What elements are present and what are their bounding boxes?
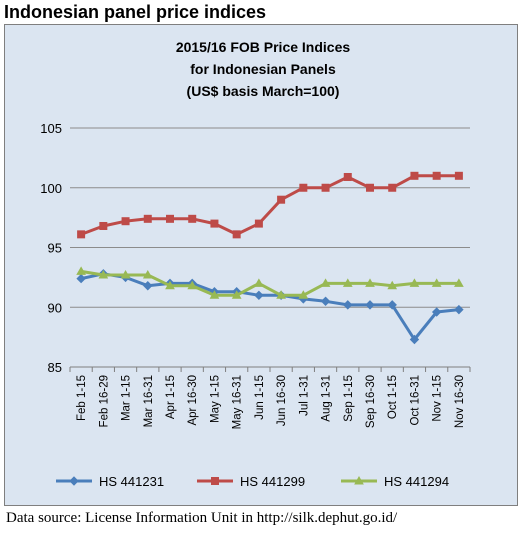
data-point xyxy=(410,171,419,180)
data-point xyxy=(187,280,198,290)
page-title: Indonesian panel price indices xyxy=(4,2,267,22)
data-point xyxy=(276,290,286,299)
x-tick-label: Mar 1-15 xyxy=(121,375,133,421)
data-point xyxy=(321,183,330,192)
chart-title-line: for Indonesian Panels xyxy=(190,61,336,77)
data-point xyxy=(432,171,441,180)
data-point xyxy=(454,304,464,315)
x-tick-label: Aug 1-31 xyxy=(321,375,333,422)
x-tick-label: Sep 1-15 xyxy=(343,375,355,422)
data-point xyxy=(143,281,153,291)
data-point xyxy=(211,477,219,485)
series-line xyxy=(80,272,460,341)
data-point xyxy=(121,217,130,226)
data-point xyxy=(299,183,308,192)
chart-title-line: (US$ basis March=100) xyxy=(187,83,340,99)
x-tick-label: Mar 16-31 xyxy=(143,375,155,427)
series-line xyxy=(80,174,459,236)
data-point xyxy=(277,195,286,204)
data-point xyxy=(298,290,309,299)
data-point xyxy=(320,278,331,287)
data-point xyxy=(69,476,79,486)
data-point xyxy=(320,296,331,306)
data-point xyxy=(254,290,264,301)
data-point xyxy=(388,183,397,192)
legend-label: HS 441231 xyxy=(99,474,164,489)
data-point xyxy=(165,280,175,290)
data-point xyxy=(232,230,241,239)
data-point xyxy=(365,300,375,310)
x-tick-label: Feb 1-15 xyxy=(76,375,88,421)
legend-label: HS 441299 xyxy=(240,474,305,489)
x-tick-label: Feb 16-29 xyxy=(98,375,110,427)
data-point xyxy=(188,214,197,223)
y-tick-label: 90 xyxy=(48,300,62,315)
x-tick-label: Nov 1-15 xyxy=(432,375,444,422)
data-point xyxy=(431,278,442,287)
data-point xyxy=(343,172,352,181)
x-tick-label: Oct 1-15 xyxy=(387,375,399,419)
data-point xyxy=(76,273,86,284)
data-point xyxy=(210,219,219,228)
series-line xyxy=(80,269,459,297)
data-point xyxy=(342,278,353,287)
y-tick-label: 105 xyxy=(40,121,62,136)
x-tick-label: Apr 1-15 xyxy=(165,375,177,419)
price-index-chart: 2015/16 FOB Price Indices for Indonesian … xyxy=(40,39,471,489)
data-point xyxy=(254,278,264,287)
x-tick-label: May 1-15 xyxy=(209,375,221,423)
x-tick-label: Oct 16-31 xyxy=(409,375,421,426)
x-tick-label: Jun 16-30 xyxy=(276,375,288,426)
data-point xyxy=(120,269,131,279)
y-tick-label: 85 xyxy=(48,360,62,375)
x-tick-label: Nov 16-30 xyxy=(454,375,466,428)
data-point xyxy=(387,280,398,290)
data-point xyxy=(431,307,442,317)
data-point xyxy=(76,266,86,275)
data-point xyxy=(98,269,109,279)
data-point xyxy=(77,230,86,239)
x-tick-label: Jul 1-31 xyxy=(298,375,310,416)
chart-title-line: 2015/16 FOB Price Indices xyxy=(176,39,351,55)
y-tick-label: 95 xyxy=(48,241,62,256)
data-source-note: Data source: License Information Unit in… xyxy=(6,510,398,526)
x-tick-label: Sep 16-30 xyxy=(365,375,377,428)
data-point xyxy=(366,183,374,192)
data-point xyxy=(409,334,420,345)
data-point xyxy=(209,290,220,299)
data-point xyxy=(231,290,242,299)
data-point xyxy=(143,214,152,223)
x-tick-label: Jun 1-15 xyxy=(254,375,266,420)
data-point xyxy=(387,300,397,310)
data-point xyxy=(142,269,153,279)
x-tick-label: May 16-31 xyxy=(232,375,244,429)
data-point xyxy=(409,278,420,287)
legend-label: HS 441294 xyxy=(384,474,449,489)
x-tick-label: Apr 16-30 xyxy=(187,375,199,426)
y-tick-label: 100 xyxy=(40,181,62,196)
chart-panel xyxy=(4,24,518,506)
data-point xyxy=(166,214,174,223)
data-point xyxy=(454,278,464,287)
data-point xyxy=(254,219,263,228)
data-point xyxy=(454,171,463,180)
data-point xyxy=(354,475,364,485)
data-point xyxy=(343,300,353,310)
data-point xyxy=(365,278,375,287)
data-point xyxy=(99,221,108,230)
